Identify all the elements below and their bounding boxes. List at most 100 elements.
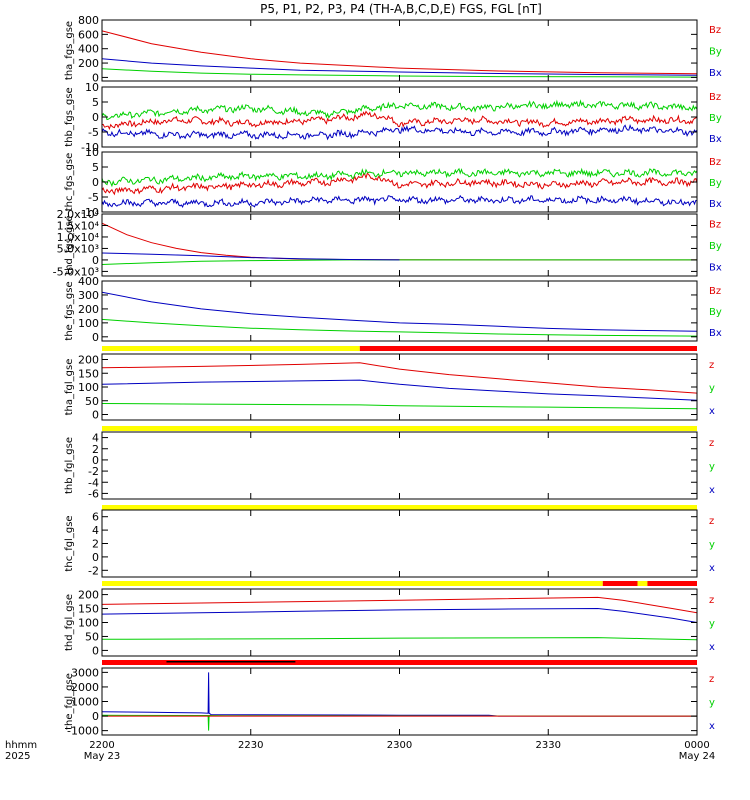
- x-tick-label: 2330: [536, 740, 561, 751]
- y-tick-label: 800: [78, 14, 99, 27]
- y-tick-label: 400: [78, 275, 99, 288]
- x-tick-label: 2230: [238, 740, 263, 751]
- y-tick-label: 0: [92, 331, 99, 344]
- x-tick-label: 0000: [684, 740, 709, 751]
- y-tick-label: 200: [78, 354, 99, 367]
- series-Bx: [102, 194, 697, 208]
- legend-y: y: [709, 698, 715, 709]
- panel-frame: [101, 588, 698, 657]
- series-Bx: [102, 291, 697, 332]
- y-tick-label: -1000: [67, 725, 99, 738]
- y-tick-label: -5: [88, 126, 99, 139]
- y-tick-label: 5: [92, 161, 99, 174]
- panel-frame: [101, 353, 698, 421]
- series-x: [102, 672, 697, 717]
- y-tick-label: 1.5x10⁴: [57, 219, 100, 232]
- legend-x: x: [709, 721, 715, 732]
- series-By: [102, 318, 697, 337]
- y-tick-label: 600: [78, 28, 99, 41]
- panel-frame: [101, 86, 698, 148]
- legend-z: z: [709, 438, 714, 449]
- legend-Bz: Bz: [709, 286, 721, 297]
- y-axis-label: thc_fgl_gse: [64, 515, 75, 571]
- series-By: [102, 68, 697, 78]
- y-tick-label: -10: [81, 206, 99, 219]
- y-tick-label: 0: [92, 644, 99, 657]
- y-tick-label: 0: [92, 71, 99, 84]
- y-axis-label: thd_fgl_gse: [64, 594, 75, 651]
- series-y: [102, 403, 697, 410]
- legend-x: x: [709, 563, 715, 574]
- x-tick-label: 2200: [89, 740, 114, 751]
- series-Bx: [102, 123, 697, 141]
- series-By: [102, 99, 697, 121]
- legend-z: z: [709, 674, 714, 685]
- y-tick-label: -4: [88, 476, 99, 489]
- y-tick-label: 300: [78, 289, 99, 302]
- y-tick-label: 0: [92, 551, 99, 564]
- legend-Bz: Bz: [709, 92, 721, 103]
- legend-Bx: Bx: [709, 68, 722, 79]
- legend-By: By: [709, 178, 722, 189]
- y-tick-label: 2.0x10⁴: [57, 208, 100, 221]
- status-bar-segment: [102, 660, 697, 665]
- legend-y: y: [709, 462, 715, 473]
- x-tick-label: 2300: [387, 740, 412, 751]
- x-tick-date-label: May 23: [84, 751, 121, 762]
- series-x: [102, 607, 697, 623]
- status-bar-segment: [102, 505, 697, 510]
- y-tick-label: 2000: [71, 681, 99, 694]
- legend-y: y: [709, 619, 715, 630]
- y-tick-label: 10: [85, 146, 99, 159]
- y-tick-label: 150: [78, 603, 99, 616]
- y-tick-label: 4: [92, 432, 99, 445]
- legend-Bx: Bx: [709, 328, 722, 339]
- panel-thc_fgs_gse: -10 -5 0 5 10 thc_fgs_gse Bz By Bx: [64, 146, 722, 219]
- status-bar-segment: [102, 426, 697, 431]
- y-tick-label: 100: [78, 317, 99, 330]
- legend-By: By: [709, 113, 722, 124]
- status-bar-segment: [647, 581, 697, 586]
- panel-thd_fgs_gse: -5.0x10³05.0x10³1.0x10⁴1.5x10⁴2.0x10⁴thd…: [53, 208, 722, 278]
- legend-x: x: [709, 485, 715, 496]
- y-tick-label: 100: [78, 381, 99, 394]
- y-tick-label: 2: [92, 538, 99, 551]
- y-tick-label: 5: [92, 96, 99, 109]
- y-tick-label: 50: [85, 395, 99, 408]
- y-tick-label: -5: [88, 191, 99, 204]
- y-tick-label: 150: [78, 367, 99, 380]
- status-bar-segment: [102, 581, 603, 586]
- series-y: [102, 637, 697, 641]
- y-tick-label: -10: [81, 141, 99, 154]
- x-tick-date-label: May 24: [679, 751, 716, 762]
- panel-thb_fgs_gse: -10 -5 0 5 10 thb_fgs_gse Bz By Bx: [64, 81, 722, 154]
- y-tick-label: 0: [92, 409, 99, 422]
- status-bar-segment: [102, 346, 360, 351]
- y-axis-label: the_fgl_gse: [64, 673, 75, 730]
- legend-z: z: [709, 595, 714, 606]
- y-tick-label: -2: [88, 465, 99, 478]
- status-bar-black-segment: [166, 661, 296, 663]
- y-tick-label: 400: [78, 43, 99, 56]
- y-axis-label: thd_fgs_gse: [64, 215, 75, 274]
- y-tick-label: 100: [78, 617, 99, 630]
- y-tick-label: 50: [85, 630, 99, 643]
- legend-By: By: [709, 241, 722, 252]
- legend-z: z: [709, 360, 714, 371]
- legend-By: By: [709, 47, 722, 58]
- y-tick-label: 4: [92, 524, 99, 537]
- y-tick-label: 2: [92, 443, 99, 456]
- y-tick-label: 0: [92, 111, 99, 124]
- series-x: [102, 379, 697, 401]
- series-By: [102, 167, 697, 188]
- x-axis-row-label-year: 2025: [5, 751, 30, 762]
